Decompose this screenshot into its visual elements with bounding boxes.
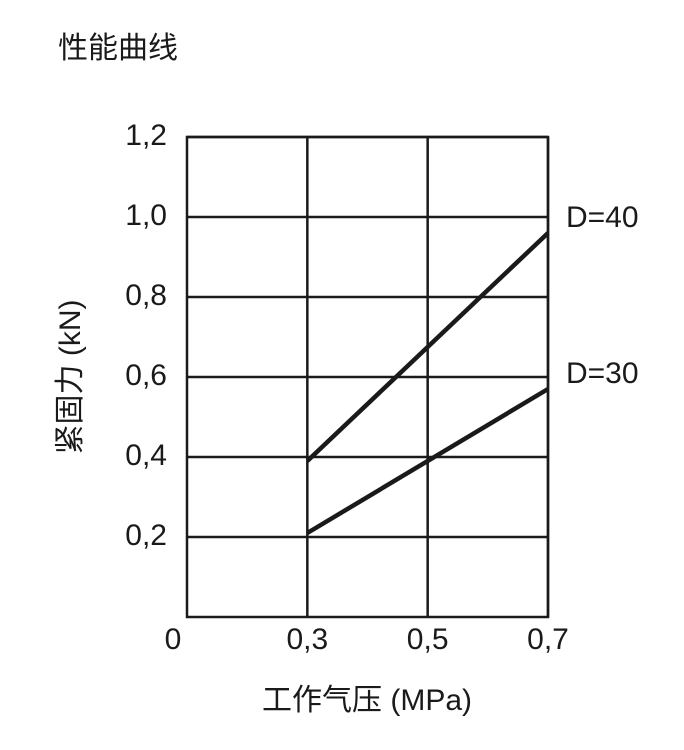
series-label: D=30: [566, 357, 639, 390]
y-tick-label: 0,6: [125, 359, 167, 392]
x-tick-label: 0,3: [286, 623, 328, 656]
y-tick-label: 0,8: [125, 279, 167, 312]
series-label: D=40: [566, 201, 639, 234]
data-line: [306, 387, 550, 535]
data-line: [305, 231, 550, 463]
y-tick-label: 1,0: [125, 199, 167, 232]
chart-title: 性能曲线: [58, 32, 178, 65]
y-tick-label: 0,4: [125, 439, 167, 472]
origin-label: 0: [165, 623, 182, 656]
y-axis-label: 紧固力 (kN): [54, 300, 87, 455]
x-tick-label: 0,7: [527, 623, 569, 656]
x-axis-label: 工作气压 (MPa): [262, 684, 472, 717]
x-tick-label: 0,5: [407, 623, 449, 656]
y-tick-label: 1,2: [125, 119, 167, 152]
y-tick-label: 0,2: [125, 519, 167, 552]
